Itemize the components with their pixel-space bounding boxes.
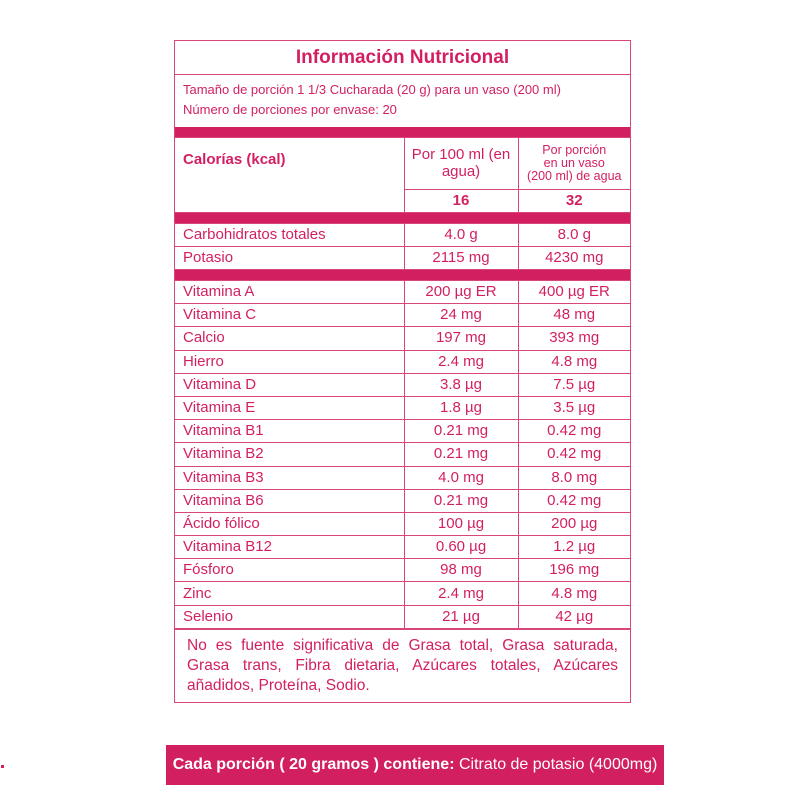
- nutrient-name: Fósforo: [175, 558, 405, 583]
- value-per-100ml: 3.8 µg: [403, 372, 519, 397]
- nutrient-name: Vitamina B6: [175, 488, 405, 513]
- value-per-serving: 8.0 mg: [517, 465, 630, 490]
- nutrient-row: Vitamina B6 0.21 mg 0.42 mg: [175, 488, 630, 513]
- nutrient-row: Carbohidratos totales 4.0 g 8.0 g: [175, 223, 630, 247]
- value-per-100ml: 0.21 mg: [403, 488, 519, 513]
- nutrient-row: Selenio 21 µg 42 µg: [175, 604, 630, 629]
- nutrient-row: Ácido fólico 100 µg 200 µg: [175, 511, 630, 537]
- value-per-100ml: 2.4 mg: [403, 581, 519, 606]
- nutrient-row: Zinc 2.4 mg 4.8 mg: [175, 581, 630, 606]
- value-per-100ml: 0.60 µg: [403, 535, 519, 560]
- nutrition-facts-label: Información Nutricional Tamaño de porció…: [174, 40, 631, 703]
- value-per-serving: 3.5 µg: [517, 395, 630, 421]
- nutrient-name: Vitamina B3: [175, 465, 405, 490]
- col2-line: (200 ml) de agua: [526, 169, 622, 183]
- nutrient-name: Vitamina D: [175, 372, 405, 397]
- value-per-100ml: 200 µg ER: [403, 279, 519, 305]
- value-per-serving: 0.42 mg: [517, 419, 630, 444]
- col-header-per-serving: Por porción en un vaso (200 ml) de agua: [517, 137, 630, 190]
- serving-contains-banner: Cada porción ( 20 gramos ) contiene: Cit…: [166, 745, 664, 785]
- nutrient-row: Potasio 2115 mg 4230 mg: [175, 246, 630, 270]
- nutrient-name: Vitamina E: [175, 395, 405, 421]
- col2-line: Por porción: [542, 143, 607, 157]
- nutrient-row: Vitamina B1 0.21 mg 0.42 mg: [175, 419, 630, 444]
- nutrient-row: Vitamina C 24 mg 48 mg: [175, 303, 630, 328]
- value-per-100ml: 100 µg: [403, 511, 519, 537]
- value-per-serving: 196 mg: [517, 558, 630, 583]
- value-per-serving: 7.5 µg: [517, 372, 630, 397]
- nutrient-name: Selenio: [175, 604, 405, 629]
- nutrient-row: Vitamina B2 0.21 mg 0.42 mg: [175, 442, 630, 467]
- nutrient-name: Vitamina C: [175, 303, 405, 328]
- not-significant-source-note: No es fuente significativa de Grasa tota…: [175, 628, 630, 702]
- nutrient-row: Vitamina D 3.8 µg 7.5 µg: [175, 372, 630, 397]
- value-per-100ml: 2.4 mg: [403, 349, 519, 374]
- nutrient-row: Calcio 197 mg 393 mg: [175, 326, 630, 351]
- value-per-serving: 200 µg: [517, 511, 630, 537]
- divider-band: [175, 270, 630, 280]
- nutrient-name: Zinc: [175, 581, 405, 606]
- nutrient-row: Vitamina B3 4.0 mg 8.0 mg: [175, 465, 630, 490]
- value-per-serving: 1.2 µg: [517, 535, 630, 560]
- value-per-serving: 4.8 mg: [517, 581, 630, 606]
- serving-info: Tamaño de porción 1 1/3 Cucharada (20 g)…: [175, 75, 630, 127]
- value-per-serving: 400 µg ER: [517, 279, 630, 305]
- value-per-100ml: 4.0 g: [403, 223, 519, 247]
- nutrient-name: Potasio: [175, 246, 405, 270]
- micronutrients-table: Vitamina A 200 µg ER 400 µg ER Vitamina C 24…: [175, 279, 630, 629]
- value-per-serving: 4.8 mg: [517, 349, 630, 374]
- macros-table: Carbohidratos totales 4.0 g 8.0 g Potasio 21…: [175, 223, 630, 270]
- value-per-serving: 8.0 g: [517, 223, 630, 247]
- value-per-serving: 0.42 mg: [517, 488, 630, 513]
- value-per-serving: 42 µg: [517, 604, 630, 629]
- serving-size: Tamaño de porción 1 1/3 Cucharada (20 g)…: [183, 82, 561, 97]
- divider-band: [175, 127, 630, 137]
- value-per-100ml: 0.21 mg: [403, 442, 519, 467]
- label-title: Información Nutricional: [175, 41, 630, 75]
- nutrient-name: Vitamina B1: [175, 419, 405, 444]
- nutrient-name: Vitamina B12: [175, 535, 405, 560]
- nutrient-name: Vitamina A: [175, 279, 405, 305]
- col-header-per-100ml: Por 100 ml (en agua): [403, 137, 519, 190]
- servings-per-container: Número de porciones por envase: 20: [183, 102, 397, 117]
- nutrient-row: Vitamina E 1.8 µg 3.5 µg: [175, 395, 630, 421]
- banner-bold: Cada porción ( 20 gramos ) contiene:: [172, 756, 455, 773]
- nutrient-name: Calcio: [175, 326, 405, 351]
- banner-text: Citrato de potasio (4000mg): [454, 756, 658, 773]
- value-per-serving: 0.42 mg: [517, 442, 630, 467]
- nutrient-row: Vitamina A 200 µg ER 400 µg ER: [175, 279, 630, 305]
- calories-label: Calorías (kcal): [175, 137, 405, 213]
- value-per-100ml: 0.21 mg: [403, 419, 519, 444]
- nutrient-name: Vitamina B2: [175, 442, 405, 467]
- value-per-100ml: 197 mg: [403, 326, 519, 351]
- nutrient-row: Fósforo 98 mg 196 mg: [175, 558, 630, 583]
- nutrient-name: Ácido fólico: [175, 511, 405, 537]
- calories-per-100ml: 16: [404, 189, 519, 213]
- divider-band: [175, 213, 630, 223]
- value-per-serving: 48 mg: [517, 303, 630, 328]
- value-per-100ml: 21 µg: [403, 604, 519, 629]
- value-per-100ml: 1.8 µg: [403, 395, 519, 421]
- nutrient-name: Hierro: [175, 349, 405, 374]
- value-per-100ml: 4.0 mg: [403, 465, 519, 490]
- value-per-100ml: 2115 mg: [403, 246, 519, 270]
- value-per-serving: 4230 mg: [517, 246, 630, 270]
- nutrient-row: Hierro 2.4 mg 4.8 mg: [175, 349, 630, 374]
- value-per-100ml: 98 mg: [403, 558, 519, 583]
- nutrient-row: Vitamina B12 0.60 µg 1.2 µg: [175, 535, 630, 560]
- value-per-serving: 393 mg: [517, 326, 630, 351]
- decorative-dot: [1, 765, 4, 768]
- col2-line: en un vaso: [543, 156, 605, 170]
- calories-table: Calorías (kcal) Por 100 ml (en agua) Por…: [175, 137, 630, 213]
- value-per-100ml: 24 mg: [403, 303, 519, 328]
- calories-per-serving: 32: [517, 189, 630, 213]
- nutrient-name: Carbohidratos totales: [175, 223, 405, 247]
